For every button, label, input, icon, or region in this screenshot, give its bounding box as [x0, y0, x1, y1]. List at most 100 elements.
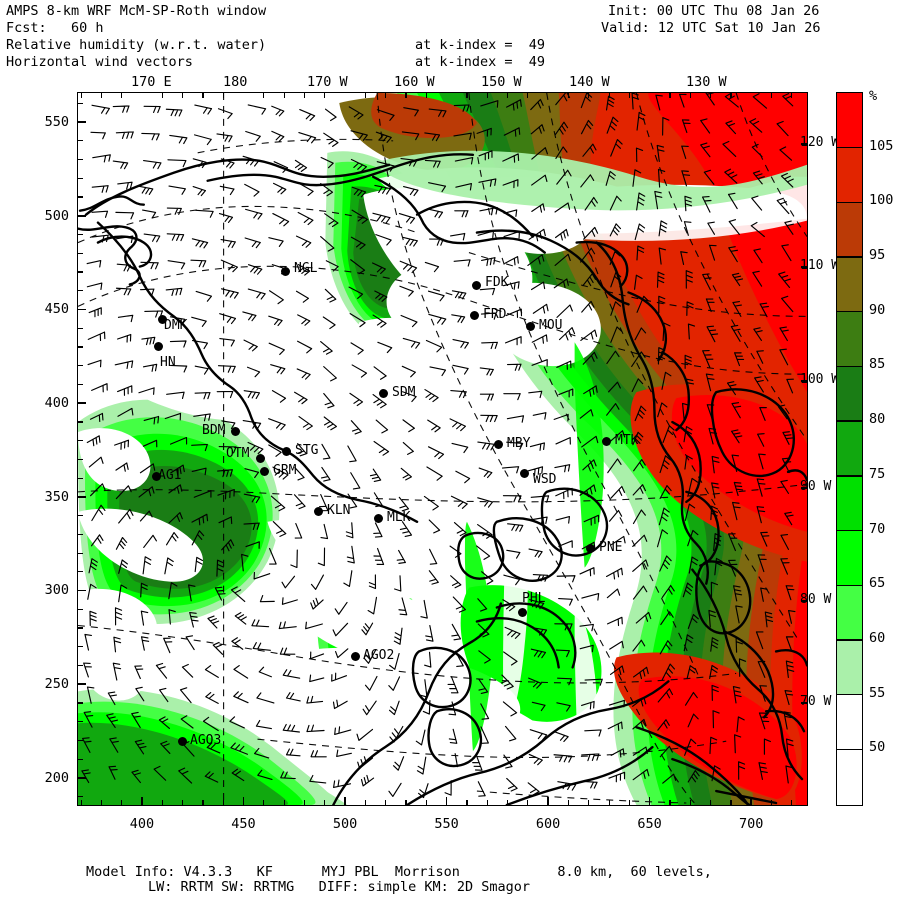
x-minor-tick-top — [364, 92, 367, 98]
station-dot — [230, 426, 240, 436]
page-title: AMPS 8-km WRF McM-SP-Roth window — [6, 3, 267, 19]
y-minor-tick — [77, 233, 83, 236]
y-tick — [77, 214, 86, 217]
y-minor-tick — [77, 196, 83, 198]
station-dot — [153, 341, 163, 351]
y-minor-tick — [77, 365, 83, 367]
colorbar-divider — [837, 748, 862, 750]
valid-time: Valid: 12 UTC Sat 10 Jan 26 — [601, 20, 821, 36]
y-minor-tick — [77, 739, 83, 742]
x-tick — [750, 797, 752, 806]
x-minor-tick-top — [222, 92, 224, 98]
x-tick — [648, 797, 651, 806]
y-tick — [77, 402, 86, 404]
colorbar-segment — [837, 530, 862, 586]
colorbar-divider — [837, 475, 862, 477]
x-tick — [547, 797, 549, 806]
colorbar-segment — [837, 421, 862, 477]
x-minor-tick — [303, 800, 306, 806]
station-label: WSD — [533, 472, 557, 487]
station-dot — [378, 388, 388, 398]
colorbar-tick-label: 100 — [869, 192, 894, 209]
right-lon-tick — [801, 487, 808, 489]
x-minor-tick — [567, 800, 570, 806]
map-plot-area[interactable]: DMK NGL HN FDK FRD MOU SDM BDM STG OTM GRM AG1 MBY MT… — [77, 92, 808, 806]
y-minor-tick — [77, 140, 83, 142]
x-tick — [141, 797, 143, 806]
x-minor-tick — [161, 800, 163, 806]
station-dot — [601, 436, 611, 446]
y-minor-tick — [77, 290, 83, 292]
x-minor-tick-top — [730, 92, 732, 98]
x-minor-tick — [466, 800, 468, 806]
humidity-field — [78, 93, 807, 805]
x-minor-tick — [527, 800, 529, 806]
x-minor-tick — [385, 800, 387, 806]
x-minor-tick-top — [588, 92, 590, 98]
station-dot — [259, 466, 269, 476]
colorbar-tick-label: 85 — [869, 356, 886, 373]
station-label: MTK — [615, 433, 639, 448]
colorbar-divider — [837, 584, 862, 586]
x-tick-label: 650 — [637, 816, 662, 832]
colorbar-segment — [837, 749, 862, 805]
y-minor-tick — [77, 515, 83, 517]
right-lon-label: 70 W — [800, 694, 832, 709]
y-minor-tick — [77, 608, 83, 610]
x-minor-tick — [506, 800, 509, 806]
station-label: PHL — [522, 591, 546, 606]
colorbar-tick-label: 95 — [869, 247, 886, 264]
right-lon-label: 90 W — [800, 479, 832, 494]
x-minor-tick-top — [405, 92, 407, 98]
x-minor-tick — [710, 800, 712, 806]
colorbar-divider — [837, 311, 862, 313]
colorbar-divider — [837, 693, 862, 696]
station-dot — [157, 314, 167, 324]
station-dot — [519, 468, 529, 478]
station-label: GRM — [273, 463, 297, 478]
station-dot — [471, 280, 481, 290]
x-minor-tick-top — [425, 92, 427, 98]
right-lon-tick — [801, 600, 808, 602]
x-minor-tick — [222, 800, 224, 806]
colorbar-tick-label: 80 — [869, 411, 886, 428]
colorbar-segment — [837, 585, 862, 641]
top-lon-label: 180 — [223, 74, 248, 90]
model-info-line2: LW: RRTM SW: RRTMG DIFF: simple KM: 2D S… — [148, 879, 531, 895]
colorbar-divider — [837, 365, 862, 368]
y-tick — [77, 308, 86, 311]
y-tick-label: 550 — [44, 113, 69, 130]
x-minor-tick — [324, 800, 326, 806]
y-minor-tick — [77, 458, 83, 460]
x-minor-tick-top — [608, 92, 610, 98]
y-tick-label: 350 — [44, 488, 69, 505]
colorbar-divider — [837, 256, 862, 258]
x-minor-tick-top — [100, 92, 103, 98]
right-lon-tick — [801, 143, 808, 145]
top-lon-label: 130 W — [686, 74, 727, 90]
x-minor-tick-top — [121, 92, 123, 98]
x-minor-tick-top — [161, 92, 163, 98]
init-time: Init: 00 UTC Thu 08 Jan 26 — [608, 3, 820, 19]
k-index-humidity: at k-index = 49 — [415, 37, 546, 53]
x-minor-tick-top — [567, 92, 570, 98]
right-lon-label: 110 W — [800, 258, 840, 273]
station-dot — [517, 607, 527, 617]
colorbar[interactable] — [836, 92, 863, 806]
x-minor-tick-top — [385, 92, 387, 98]
map-canvas: DMK NGL HN FDK FRD MOU SDM BDM STG OTM GRM AG1 MBY MT… — [78, 93, 807, 805]
x-tick-label: 400 — [129, 816, 155, 832]
x-minor-tick — [405, 800, 407, 806]
station-label: KLN — [327, 503, 351, 518]
colorbar-segment — [837, 93, 862, 149]
right-lon-label: 120 W — [800, 135, 840, 150]
y-minor-tick — [77, 664, 83, 667]
x-minor-tick-top — [324, 92, 326, 98]
y-tick — [77, 683, 86, 686]
colorbar-tick-label: 70 — [869, 520, 886, 537]
colorbar-tick-label: 65 — [869, 575, 886, 592]
station-label: DMK — [164, 318, 188, 333]
y-minor-tick — [77, 440, 83, 442]
y-minor-tick — [77, 102, 83, 104]
